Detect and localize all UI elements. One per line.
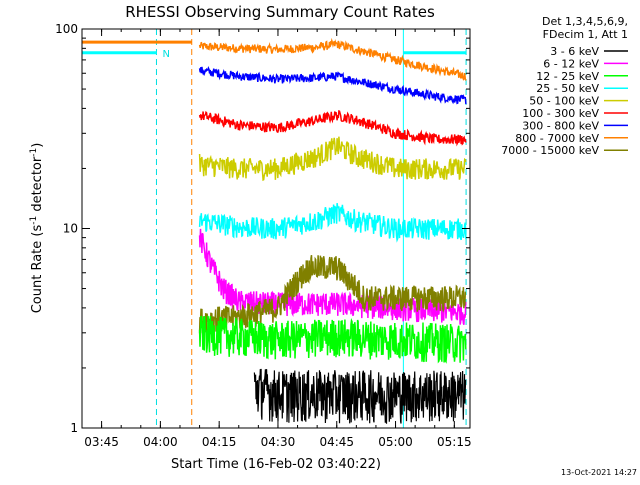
n-flag-label: N (162, 49, 169, 60)
legend-entry-label: 300 - 800 keV (522, 119, 599, 132)
y-axis: 1 10 100 (55, 22, 470, 435)
series-line (198, 202, 467, 243)
x-tick-label: 04:00 (143, 435, 178, 449)
y-axis-label-sup: -1 (29, 148, 39, 157)
legend-header-line: Det 1,3,4,5,6,9, (542, 15, 628, 28)
legend-header-line: FDecim 1, Att 1 (543, 28, 628, 41)
y-tick-label: 1 (70, 421, 78, 435)
x-tick-label: 03:45 (84, 435, 119, 449)
legend-entry-label: 6 - 12 keV (543, 57, 599, 70)
y-tick-label: 100 (55, 22, 78, 36)
series-line (198, 315, 467, 364)
series-line (198, 136, 467, 182)
footer-timestamp: 13-Oct-2021 14:27 (561, 468, 637, 477)
legend-entry-label: 50 - 100 keV (529, 95, 599, 108)
y-axis-label-part: detector (30, 156, 45, 216)
legend-entry-label: 3 - 6 keV (550, 45, 599, 58)
legend-entry-label: 25 - 50 keV (536, 82, 599, 95)
y-axis-label: Count Rate (s-1 detector-1) (29, 143, 45, 314)
legend-entry-label: 100 - 300 keV (522, 107, 599, 120)
series-line (198, 109, 467, 147)
y-axis-label-part: ) (30, 143, 45, 148)
x-tick-label: 05:00 (378, 435, 413, 449)
y-tick-label: 10 (63, 222, 78, 236)
series-line (198, 254, 467, 334)
x-tick-label: 04:45 (319, 435, 354, 449)
y-axis-label-sup: -1 (29, 216, 39, 225)
legend-entry-label: 800 - 7000 keV (515, 132, 599, 145)
legend: Det 1,3,4,5,6,9, FDecim 1, Att 1 3 - 6 k… (501, 15, 628, 157)
x-axis-label: Start Time (16-Feb-02 03:40:22) (171, 457, 381, 472)
x-tick-label: 04:15 (202, 435, 237, 449)
x-tick-label: 04:30 (261, 435, 296, 449)
plot-area: N (82, 29, 467, 428)
x-tick-label: 05:15 (437, 435, 472, 449)
chart-title: RHESSI Observing Summary Count Rates (125, 3, 435, 21)
series-line (198, 65, 467, 105)
legend-entry-label: 7000 - 15000 keV (501, 144, 599, 157)
y-axis-label-part: Count Rate (s (30, 225, 45, 314)
series-line (253, 368, 467, 424)
x-axis: 03:45 04:00 04:15 04:30 04:45 05:00 05:15 (81, 29, 472, 449)
series-line (198, 37, 467, 81)
legend-entry-label: 12 - 25 keV (536, 70, 599, 83)
